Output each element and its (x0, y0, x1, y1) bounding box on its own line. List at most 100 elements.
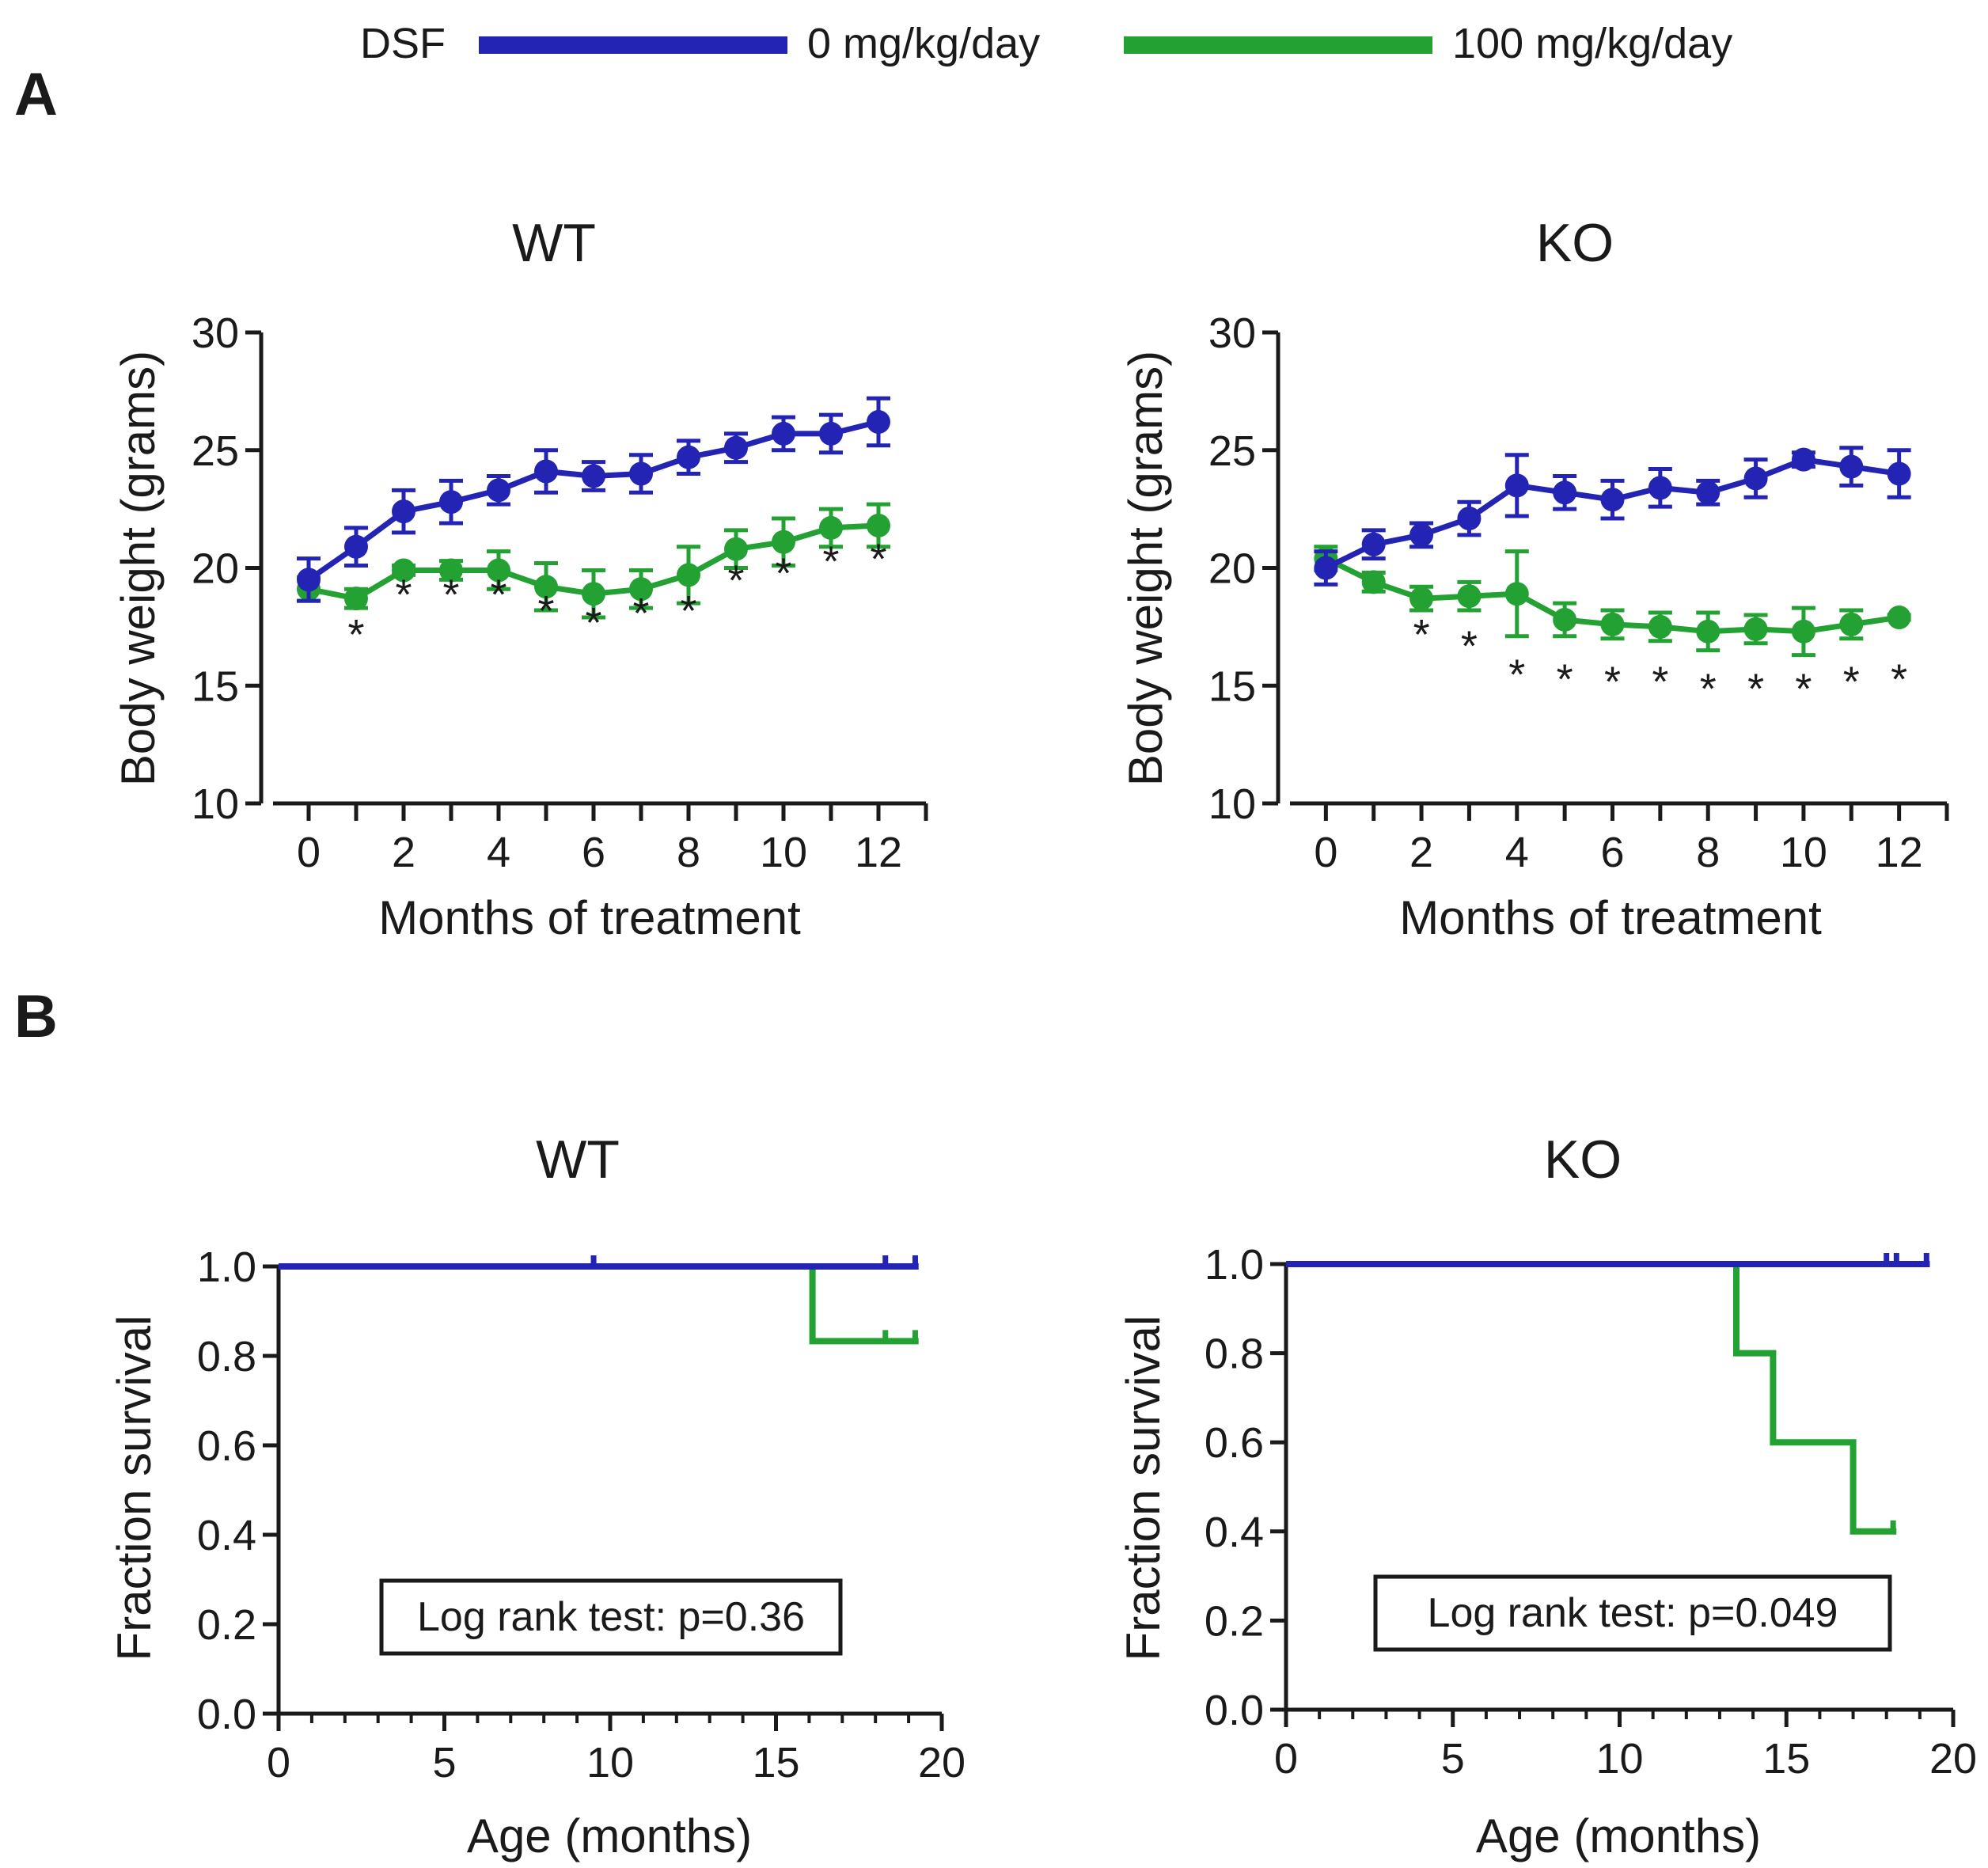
x-axis-label: Age (months) (467, 1809, 752, 1862)
data-point (344, 534, 368, 559)
significance-star: * (680, 587, 696, 635)
y-axis-label: Fraction survival (1117, 1316, 1170, 1661)
y-axis-label: Body weight (grams) (1119, 351, 1172, 786)
significance-star: * (870, 536, 886, 583)
y-axis-label: Body weight (grams) (112, 351, 165, 786)
data-point (439, 490, 463, 514)
data-point (1696, 619, 1721, 644)
data-point (392, 558, 415, 583)
data-point (297, 568, 321, 592)
y-tick-label: 0.0 (1205, 1687, 1264, 1734)
y-tick-label: 0.0 (197, 1691, 256, 1738)
y-tick-label: 15 (1208, 663, 1256, 710)
data-point (439, 558, 463, 583)
legend-label-dsf: 100 mg/kg/day (1452, 20, 1732, 67)
chart-title: WT (536, 1130, 620, 1190)
data-point (1504, 582, 1529, 606)
data-point (487, 558, 510, 583)
x-tick-label: 8 (1696, 829, 1720, 876)
data-point (1887, 605, 1911, 629)
y-tick-label: 10 (192, 780, 239, 828)
annotation-text: Log rank test: p=0.049 (1428, 1590, 1838, 1636)
significance-star: * (632, 590, 649, 637)
chart-survival-wt: WT Age (months) Fraction survival 0.0 0.2 0.4… (108, 1130, 966, 1862)
x-tick-label: 2 (1409, 829, 1433, 876)
data-point (629, 577, 653, 602)
data-point (1791, 619, 1815, 644)
data-point (1553, 480, 1577, 505)
x-tick-label: 15 (1762, 1735, 1810, 1783)
data-point (1457, 584, 1482, 609)
significance-star: * (1795, 665, 1812, 712)
data-point (1648, 476, 1672, 500)
chart-title: KO (1536, 213, 1614, 273)
significance-star: * (1652, 658, 1668, 705)
y-tick-label: 1.0 (197, 1243, 256, 1291)
data-point (1791, 447, 1815, 472)
data-point (1743, 466, 1768, 491)
y-tick-label: 0.6 (197, 1422, 256, 1470)
data-point (629, 461, 653, 486)
survival-line-dsf (1286, 1261, 1897, 1535)
x-tick-label: 0 (267, 1739, 290, 1786)
chart-body-weight-wt: WT Months of treatment Body weight (grams)… (112, 213, 928, 944)
data-point (772, 530, 795, 554)
x-tick-label: 0 (1314, 829, 1337, 876)
x-tick-label: 0 (1274, 1735, 1298, 1783)
y-tick-label: 0.4 (1205, 1509, 1264, 1556)
x-tick-label: 10 (586, 1739, 634, 1786)
y-tick-label: 20 (192, 545, 239, 593)
data-point (1457, 507, 1482, 531)
data-point (1553, 607, 1577, 632)
y-axis-label: Fraction survival (108, 1316, 161, 1661)
x-tick-label: 10 (1595, 1735, 1643, 1783)
x-tick-label: 12 (855, 829, 902, 876)
y-tick-label: 0.2 (1205, 1597, 1264, 1645)
x-tick-label: 5 (1441, 1735, 1465, 1783)
data-point (582, 464, 605, 488)
data-point (1696, 480, 1721, 505)
x-tick-label: 20 (918, 1739, 966, 1786)
significance-star: * (1604, 658, 1621, 705)
significance-star: * (1700, 665, 1717, 712)
data-point (1361, 532, 1386, 556)
y-tick-label: 30 (1208, 309, 1256, 357)
significance-star: * (727, 556, 744, 604)
x-axis-label: Months of treatment (1399, 891, 1822, 944)
x-tick-label: 10 (760, 829, 807, 876)
data-point (677, 563, 700, 587)
x-axis-label: Age (months) (1476, 1809, 1761, 1862)
significance-star: * (490, 571, 506, 618)
data-point (819, 515, 843, 540)
significance-star: * (1891, 655, 1907, 703)
data-point (1600, 612, 1625, 636)
y-tick-label: 0.8 (197, 1333, 256, 1380)
data-point (1361, 570, 1386, 594)
significance-star: * (822, 538, 839, 586)
data-point (724, 435, 748, 460)
significance-star: * (1747, 665, 1764, 712)
x-tick-label: 12 (1876, 829, 1923, 876)
data-point (1504, 473, 1529, 498)
annotation-box (379, 1578, 843, 1656)
data-point (1409, 587, 1434, 611)
y-tick-label: 20 (1208, 545, 1256, 593)
significance-star: * (775, 549, 791, 597)
legend-label-control: 0 mg/kg/day (807, 20, 1040, 67)
data-point (534, 459, 558, 484)
data-point (1600, 488, 1625, 512)
data-point (1839, 612, 1864, 636)
x-axis-label: Months of treatment (378, 891, 801, 944)
significance-star: * (585, 599, 601, 647)
y-tick-label: 15 (192, 663, 239, 710)
data-point (344, 587, 368, 611)
x-tick-label: 6 (1600, 829, 1624, 876)
y-tick-label: 0.4 (197, 1512, 256, 1559)
significance-star: * (1413, 611, 1430, 659)
x-tick-label: 0 (297, 829, 321, 876)
chart-body-weight-ko: KO Months of treatment Body weight (grams)… (1119, 213, 1949, 944)
data-point (1648, 614, 1672, 639)
x-tick-label: 8 (677, 829, 700, 876)
annotation-box (1373, 1574, 1892, 1652)
